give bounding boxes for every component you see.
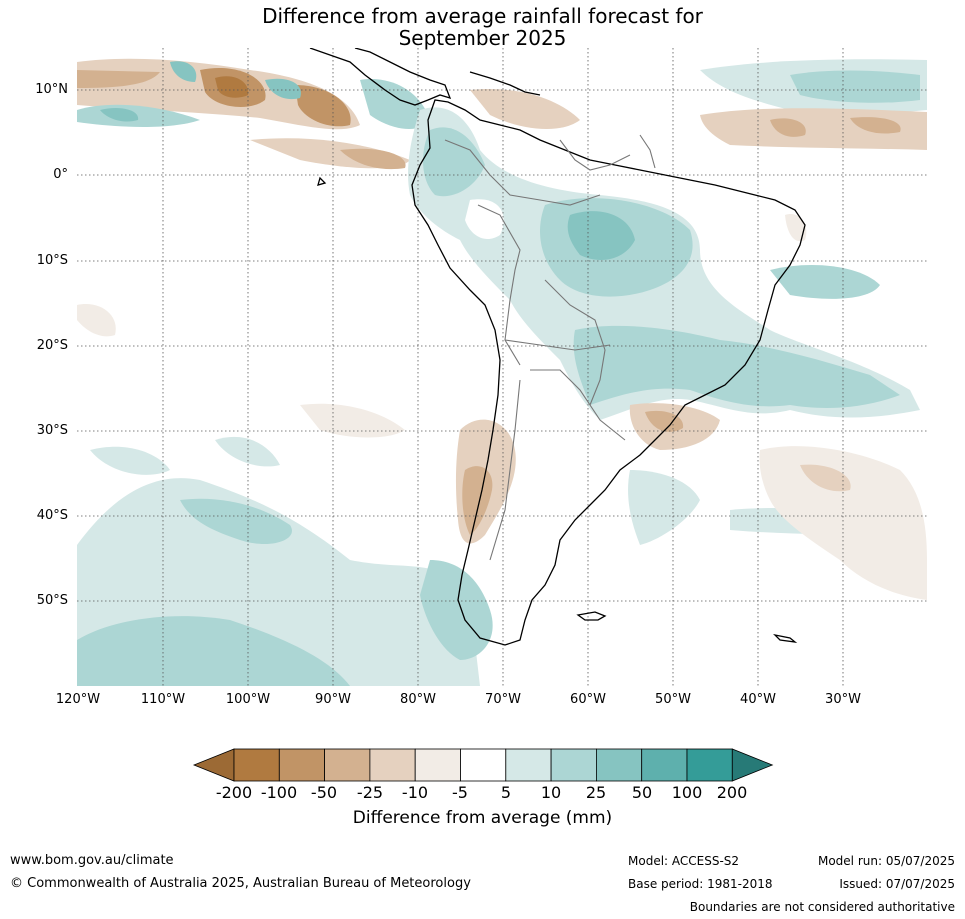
central-america-coastline xyxy=(309,48,452,106)
legend-swatch xyxy=(505,748,552,782)
legend-tick: -200 xyxy=(215,783,253,802)
south-america-coastline xyxy=(411,99,806,646)
footer-model-run: Model run: 05/07/2025 xyxy=(817,854,955,868)
lat-label-0: 0° xyxy=(53,167,68,182)
legend-label: Difference from average (mm) xyxy=(352,808,613,828)
lat-label-10n: 10°N xyxy=(35,82,68,97)
footer-url[interactable]: www.bom.gov.au/climate xyxy=(10,853,174,868)
footer-issued: Issued: 07/07/2025 xyxy=(839,877,955,891)
lat-label-10s: 10°S xyxy=(36,253,68,268)
lon-label-30w: 30°W xyxy=(825,692,861,707)
chart-title-line1: Difference from average rainfall forecas… xyxy=(262,4,703,28)
anomaly-fields xyxy=(77,58,927,686)
lon-label-60w: 60°W xyxy=(570,692,606,707)
lat-label-30s: 30°S xyxy=(36,423,68,438)
coastlines xyxy=(309,48,806,646)
lon-label-110w: 110°W xyxy=(140,692,186,707)
colorbar xyxy=(192,748,774,782)
legend-swatch xyxy=(550,748,597,782)
legend-tick: -50 xyxy=(310,783,338,802)
legend-tick: 25 xyxy=(585,783,607,802)
legend-tick: 200 xyxy=(716,783,748,802)
legend-swatch xyxy=(596,748,643,782)
wet-region-south-pacific-core xyxy=(77,616,350,686)
graticule xyxy=(77,48,927,686)
lon-label-90w: 90°W xyxy=(315,692,351,707)
legend-tick: 10 xyxy=(540,783,562,802)
lon-label-120w: 120°W xyxy=(55,692,101,707)
lon-label-70w: 70°W xyxy=(485,692,521,707)
footer-model: Model: ACCESS-S2 xyxy=(628,854,740,868)
legend-swatch xyxy=(414,748,461,782)
legend-swatch xyxy=(369,748,416,782)
legend-swatch xyxy=(460,748,507,782)
legend-tick: -5 xyxy=(452,783,468,802)
lon-label-80w: 80°W xyxy=(400,692,436,707)
footer-disclaimer: Boundaries are not considered authoritat… xyxy=(689,900,955,914)
footer-copyright: © Commonwealth of Australia 2025, Austra… xyxy=(10,876,471,891)
legend-tick: -100 xyxy=(260,783,298,802)
chart-title-line2: September 2025 xyxy=(398,26,567,50)
legend-swatch xyxy=(278,748,325,782)
legend-tick: 100 xyxy=(671,783,703,802)
country-borders xyxy=(444,134,656,561)
footer-base-period: Base period: 1981-2018 xyxy=(628,877,773,891)
lon-label-40w: 40°W xyxy=(740,692,776,707)
lon-label-100w: 100°W xyxy=(225,692,271,707)
lat-label-20s: 20°S xyxy=(36,338,68,353)
legend-swatch-below xyxy=(192,748,235,782)
legend-swatch-above xyxy=(731,748,774,782)
legend-swatch xyxy=(324,748,371,782)
legend-swatch xyxy=(686,748,733,782)
lon-label-50w: 50°W xyxy=(655,692,691,707)
legend-tick: 50 xyxy=(631,783,653,802)
dry-region-south-atlantic xyxy=(759,446,927,600)
lat-label-40s: 40°S xyxy=(36,508,68,523)
legend-swatch xyxy=(641,748,688,782)
legend-swatch xyxy=(233,748,280,782)
lat-label-50s: 50°S xyxy=(36,593,68,608)
legend-tick: -25 xyxy=(356,783,384,802)
falklands xyxy=(576,611,607,621)
legend-tick: 5 xyxy=(500,783,512,802)
legend-tick: -10 xyxy=(401,783,429,802)
